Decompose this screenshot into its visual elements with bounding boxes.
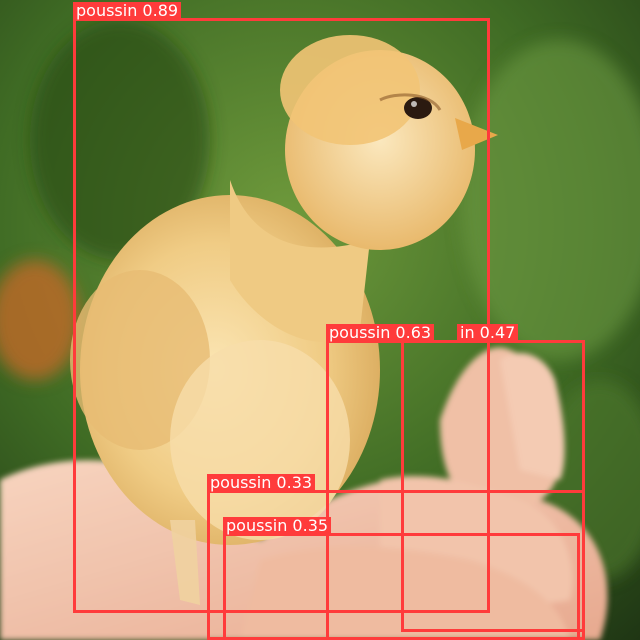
detection-box-poussin <box>73 18 490 613</box>
detection-label: poussin 0.35 <box>223 517 332 534</box>
detection-box-poussin <box>401 340 585 632</box>
detection-label: in 0.47 <box>457 324 519 341</box>
detection-label: poussin 0.89 <box>73 2 182 19</box>
chick-eye <box>404 97 432 119</box>
detection-label: poussin 0.33 <box>207 474 316 491</box>
detection-label: poussin 0.63 <box>326 324 435 341</box>
detection-box-poussin <box>223 533 580 640</box>
chick-beak <box>455 118 498 150</box>
